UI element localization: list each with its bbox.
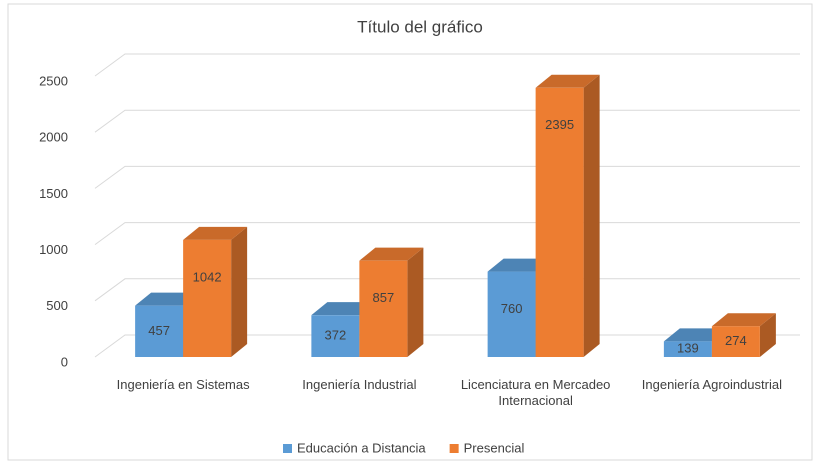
bar-front bbox=[359, 260, 408, 357]
bar bbox=[183, 226, 248, 357]
bar-side bbox=[583, 74, 600, 357]
bar-front bbox=[311, 315, 360, 357]
bar-front bbox=[535, 87, 584, 357]
bar-side bbox=[407, 247, 424, 357]
bar-side bbox=[231, 226, 248, 357]
bar-front bbox=[663, 341, 712, 357]
x-tick-label: Ingeniería en Sistemas bbox=[116, 377, 250, 392]
bar bbox=[535, 74, 600, 357]
grid-line bbox=[94, 53, 800, 77]
bar-top bbox=[711, 313, 776, 327]
data-label: 2395 bbox=[545, 117, 574, 132]
data-label: 274 bbox=[725, 333, 747, 348]
y-tick-label: 500 bbox=[46, 298, 68, 313]
legend-swatch bbox=[283, 444, 292, 453]
bar-top bbox=[359, 247, 424, 261]
bar-front bbox=[135, 305, 184, 357]
x-tick-label: Ingeniería Agroindustrial bbox=[641, 377, 782, 392]
y-tick-label: 2000 bbox=[39, 130, 68, 145]
x-tick-label: Ingeniería Industrial bbox=[302, 377, 417, 392]
legend-swatch bbox=[449, 444, 459, 453]
y-tick-label: 1000 bbox=[39, 242, 68, 257]
bar-top bbox=[535, 74, 600, 88]
data-label: 760 bbox=[501, 301, 523, 316]
data-label: 457 bbox=[148, 323, 170, 338]
y-tick-label: 1500 bbox=[39, 186, 68, 201]
y-tick-label: 0 bbox=[61, 354, 68, 369]
bar-top bbox=[183, 226, 248, 240]
chart-frame bbox=[7, 3, 813, 461]
legend-label: Educación a Distancia bbox=[297, 440, 426, 455]
bar-side bbox=[759, 313, 776, 357]
x-tick-label: Licenciatura en Mercadeo Internacional bbox=[460, 377, 611, 408]
legend-label: Presencial bbox=[464, 440, 525, 455]
data-label: 857 bbox=[373, 290, 395, 305]
data-label: 1042 bbox=[193, 269, 222, 284]
y-tick-label: 2500 bbox=[39, 73, 68, 88]
chart-title: Título del gráfico bbox=[357, 17, 483, 36]
bar-front bbox=[711, 326, 760, 357]
bar bbox=[359, 247, 424, 357]
bar bbox=[711, 313, 776, 357]
data-label: 372 bbox=[325, 328, 347, 343]
data-label: 139 bbox=[677, 341, 699, 356]
bar-front bbox=[183, 239, 232, 357]
bar-front bbox=[487, 271, 536, 357]
